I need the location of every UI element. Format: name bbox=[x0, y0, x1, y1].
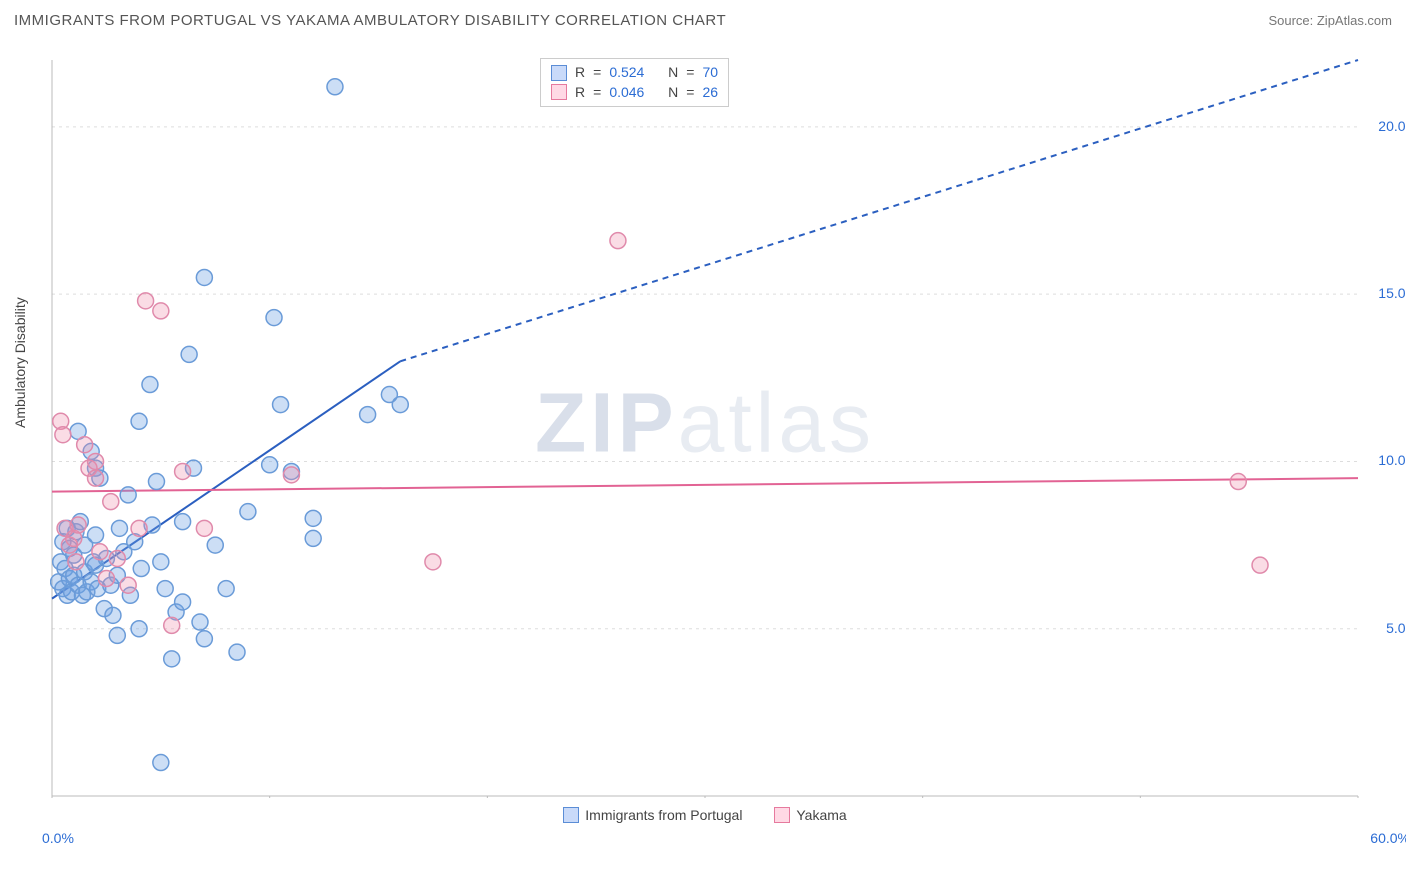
x-tick-0: 0.0% bbox=[42, 830, 74, 846]
legend-row-yakama: R = 0.046 N = 26 bbox=[551, 83, 718, 103]
swatch-pink-icon bbox=[774, 807, 790, 823]
swatch-pink-icon bbox=[551, 84, 567, 100]
equals: = bbox=[593, 83, 601, 103]
source-name: ZipAtlas.com bbox=[1317, 13, 1392, 28]
n-label: N bbox=[668, 83, 678, 103]
legend-row-portugal: R = 0.524 N = 70 bbox=[551, 63, 718, 83]
y-tick-20: 20.0% bbox=[1378, 118, 1406, 134]
n-label: N bbox=[668, 63, 678, 83]
equals: = bbox=[593, 63, 601, 83]
legend-label: Immigrants from Portugal bbox=[585, 807, 742, 823]
legend-item-yakama: Yakama bbox=[774, 807, 846, 823]
swatch-blue-icon bbox=[551, 65, 567, 81]
legend-label: Yakama bbox=[796, 807, 846, 823]
r-value: 0.524 bbox=[609, 63, 644, 83]
n-value: 26 bbox=[702, 83, 718, 103]
y-tick-15: 15.0% bbox=[1378, 285, 1406, 301]
legend-item-portugal: Immigrants from Portugal bbox=[563, 807, 742, 823]
y-axis-label: Ambulatory Disability bbox=[12, 297, 28, 428]
correlation-legend: R = 0.524 N = 70 R = 0.046 N = 26 bbox=[540, 58, 729, 107]
r-value: 0.046 bbox=[609, 83, 644, 103]
y-tick-10: 10.0% bbox=[1378, 452, 1406, 468]
equals: = bbox=[686, 63, 694, 83]
r-label: R bbox=[575, 83, 585, 103]
equals: = bbox=[686, 83, 694, 103]
source-attribution: Source: ZipAtlas.com bbox=[1268, 13, 1392, 28]
swatch-blue-icon bbox=[563, 807, 579, 823]
y-tick-5: 5.0% bbox=[1386, 620, 1406, 636]
r-label: R bbox=[575, 63, 585, 83]
n-value: 70 bbox=[702, 63, 718, 83]
chart-title: IMMIGRANTS FROM PORTUGAL VS YAKAMA AMBUL… bbox=[14, 12, 726, 29]
chart-area: Ambulatory Disability ZIPatlas R = 0.524… bbox=[50, 58, 1360, 818]
scatter-plot bbox=[50, 58, 1360, 798]
series-legend: Immigrants from Portugal Yakama bbox=[50, 807, 1360, 826]
header: IMMIGRANTS FROM PORTUGAL VS YAKAMA AMBUL… bbox=[0, 0, 1406, 40]
x-tick-60: 60.0% bbox=[1370, 830, 1406, 846]
source-prefix: Source: bbox=[1268, 13, 1316, 28]
